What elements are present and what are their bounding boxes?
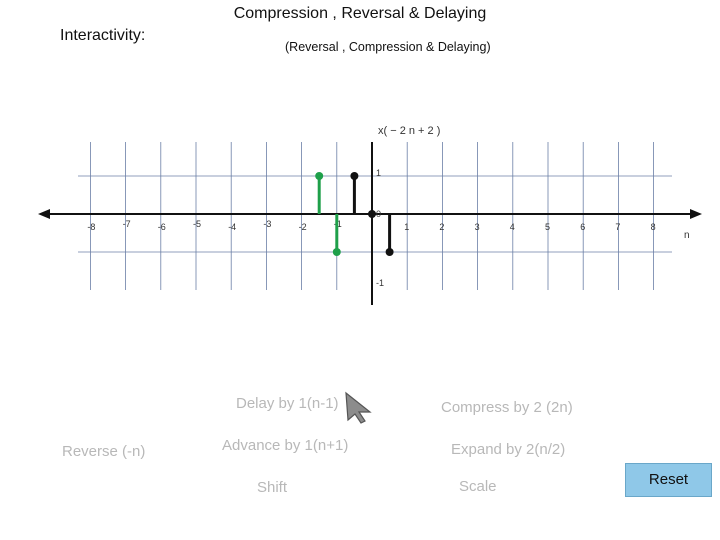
shift-button[interactable]: Shift xyxy=(257,479,288,496)
sample-point xyxy=(368,210,376,218)
x-axis-right-arrow xyxy=(690,209,702,219)
sample-point xyxy=(315,172,324,180)
x-tick-label: 8 xyxy=(651,222,656,232)
sample-point xyxy=(385,248,394,256)
y-tick-label: -1 xyxy=(376,278,384,288)
scale-button[interactable]: Scale xyxy=(459,478,497,495)
y-tick-label: 1 xyxy=(376,168,381,178)
x-tick-label: -3 xyxy=(263,219,271,229)
x-tick-label: -8 xyxy=(87,222,95,232)
expand-button[interactable]: Expand by 2(n/2) xyxy=(451,441,566,458)
signal-label: x( − 2 n + 2 ) xyxy=(378,125,440,137)
mouse-cursor-icon xyxy=(345,391,372,424)
axis-n-label: n xyxy=(684,230,690,241)
signal-stems xyxy=(315,172,394,256)
x-tick-label: 1 xyxy=(404,222,409,232)
subtitle: (Reversal , Compression & Delaying) xyxy=(285,40,491,54)
sample-point xyxy=(332,248,341,256)
x-tick-label: 5 xyxy=(545,222,550,232)
x-tick-label: 3 xyxy=(475,222,480,232)
origin-label: 0 xyxy=(376,209,381,219)
x-tick-label: 7 xyxy=(615,222,620,232)
x-tick-label: -5 xyxy=(193,219,201,229)
reverse-button[interactable]: Reverse (-n) xyxy=(62,443,146,460)
x-tick-label: 2 xyxy=(439,222,444,232)
x-tick-label: 6 xyxy=(580,222,585,232)
compress-button[interactable]: Compress by 2 (2n) xyxy=(441,399,573,416)
x-tick-label: -4 xyxy=(228,222,236,232)
x-tick-label: 4 xyxy=(510,222,515,232)
sample-point xyxy=(350,172,359,180)
x-tick-label: -7 xyxy=(123,219,131,229)
delay-button[interactable]: Delay by 1(n-1) xyxy=(236,395,339,412)
x-tick-label: -6 xyxy=(158,222,166,232)
x-tick-label: -2 xyxy=(299,222,307,232)
reset-button[interactable]: Reset xyxy=(625,463,712,497)
advance-button[interactable]: Advance by 1(n+1) xyxy=(222,437,349,454)
interactivity-label: Interactivity: xyxy=(60,27,146,44)
page-title: Compression , Reversal & Delaying xyxy=(233,5,487,22)
x-axis-left-arrow xyxy=(38,209,50,219)
plot-axes xyxy=(38,142,702,305)
